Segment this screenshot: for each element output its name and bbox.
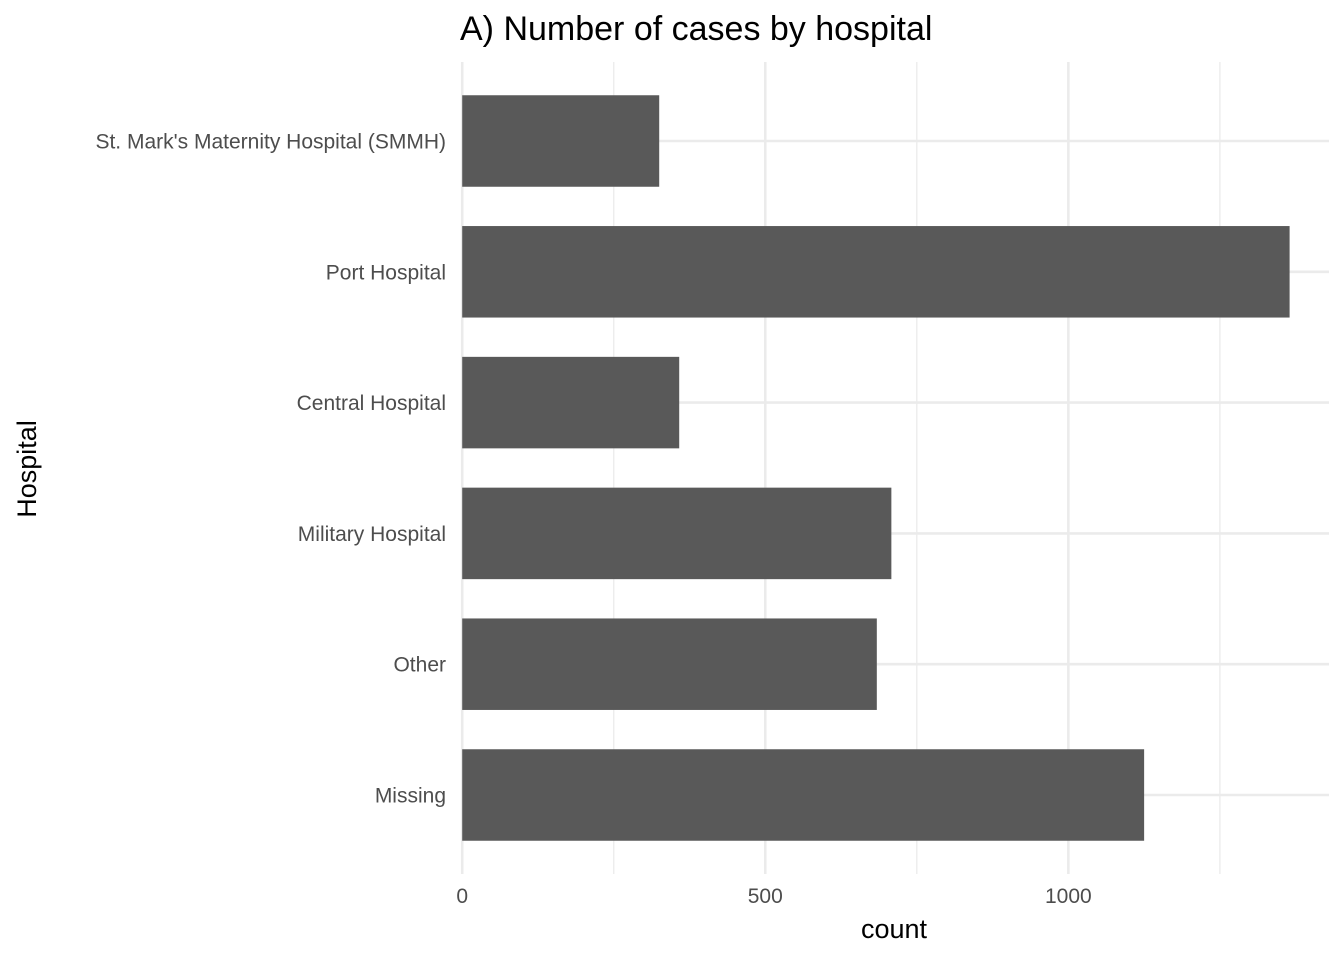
bar bbox=[462, 226, 1290, 318]
y-tick-label: St. Mark's Maternity Hospital (SMMH) bbox=[95, 131, 446, 154]
bar bbox=[462, 487, 892, 580]
y-axis-title: Hospital bbox=[12, 420, 42, 518]
x-axis-title: count bbox=[861, 914, 928, 944]
y-tick-label: Other bbox=[393, 654, 446, 677]
y-tick-label: Central Hospital bbox=[297, 392, 446, 415]
x-tick-label: 500 bbox=[748, 885, 783, 908]
y-tick-label: Missing bbox=[375, 785, 446, 808]
bar bbox=[462, 356, 680, 449]
bar bbox=[462, 749, 1145, 841]
x-tick-label: 1000 bbox=[1045, 885, 1092, 908]
y-tick-label: Port Hospital bbox=[326, 261, 446, 284]
x-axis-tick-labels: 0 500 1000 bbox=[456, 885, 1091, 908]
bar bbox=[462, 618, 877, 710]
bar bbox=[462, 95, 660, 187]
y-axis-tick-labels: Missing Other Military Hospital Central Hos… bbox=[95, 131, 446, 808]
chart-title: A) Number of cases by hospital bbox=[460, 10, 932, 48]
bars bbox=[462, 95, 1290, 841]
x-tick-label: 0 bbox=[456, 885, 468, 908]
y-tick-label: Military Hospital bbox=[298, 523, 446, 546]
